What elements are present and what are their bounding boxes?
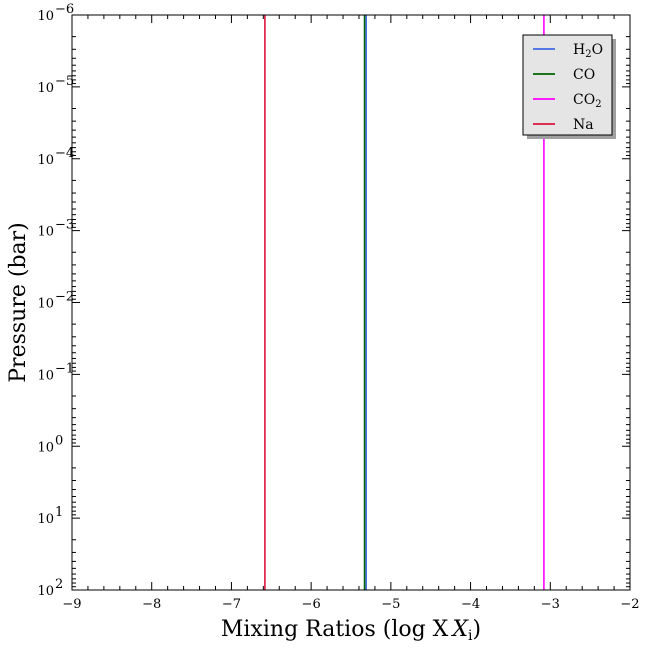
x-tick-label: −8	[142, 597, 161, 612]
y-tick-label: 10	[37, 81, 54, 96]
legend-label: H2O	[573, 42, 603, 60]
series-lines	[264, 15, 545, 590]
y-tick-exponent: 2	[55, 577, 63, 592]
y-tick-exponent: −5	[55, 74, 74, 89]
y-tick-label: 10	[37, 225, 54, 240]
x-tick-label: −5	[381, 597, 400, 612]
plot-frame	[71, 14, 631, 591]
y-tick-exponent: −2	[55, 290, 74, 305]
y-tick-label: 10	[37, 368, 54, 383]
x-tick-label: −4	[461, 597, 480, 612]
legend: H2O CO CO2 Na	[522, 34, 616, 139]
y-tick-label: 10	[37, 440, 54, 455]
y-tick-exponent: 0	[55, 433, 63, 448]
x-tick-label: −2	[620, 597, 639, 612]
legend-label: CO2	[573, 92, 602, 110]
y-tick-exponent: −1	[55, 361, 74, 376]
x-tick-label: −6	[302, 597, 321, 612]
y-tick-exponent: 1	[55, 505, 63, 520]
y-tick-label: 10	[37, 584, 54, 599]
x-axis-label: Mixing Ratios (log X Xi)	[221, 617, 481, 644]
x-tick-label: −3	[541, 597, 560, 612]
legend-label: CO	[573, 67, 595, 83]
x-tick-label: −9	[62, 597, 81, 612]
legend-label: Na	[573, 117, 594, 133]
y-tick-exponent: −3	[55, 218, 74, 233]
y-tick-label: 10	[37, 9, 54, 24]
legend-box	[522, 34, 613, 136]
axis-ticks	[71, 14, 631, 591]
y-axis-label: Pressure (bar)	[6, 222, 31, 383]
x-tick-labels: −9 −8 −7 −6 −5 −4 −3 −2	[62, 597, 639, 612]
y-tick-label: 10	[37, 153, 54, 168]
y-tick-exponent: −4	[55, 146, 74, 161]
x-tick-label: −7	[222, 597, 241, 612]
y-tick-label: 10	[37, 512, 54, 527]
y-tick-exponent: −6	[55, 2, 74, 17]
y-tick-label: 10	[37, 297, 54, 312]
